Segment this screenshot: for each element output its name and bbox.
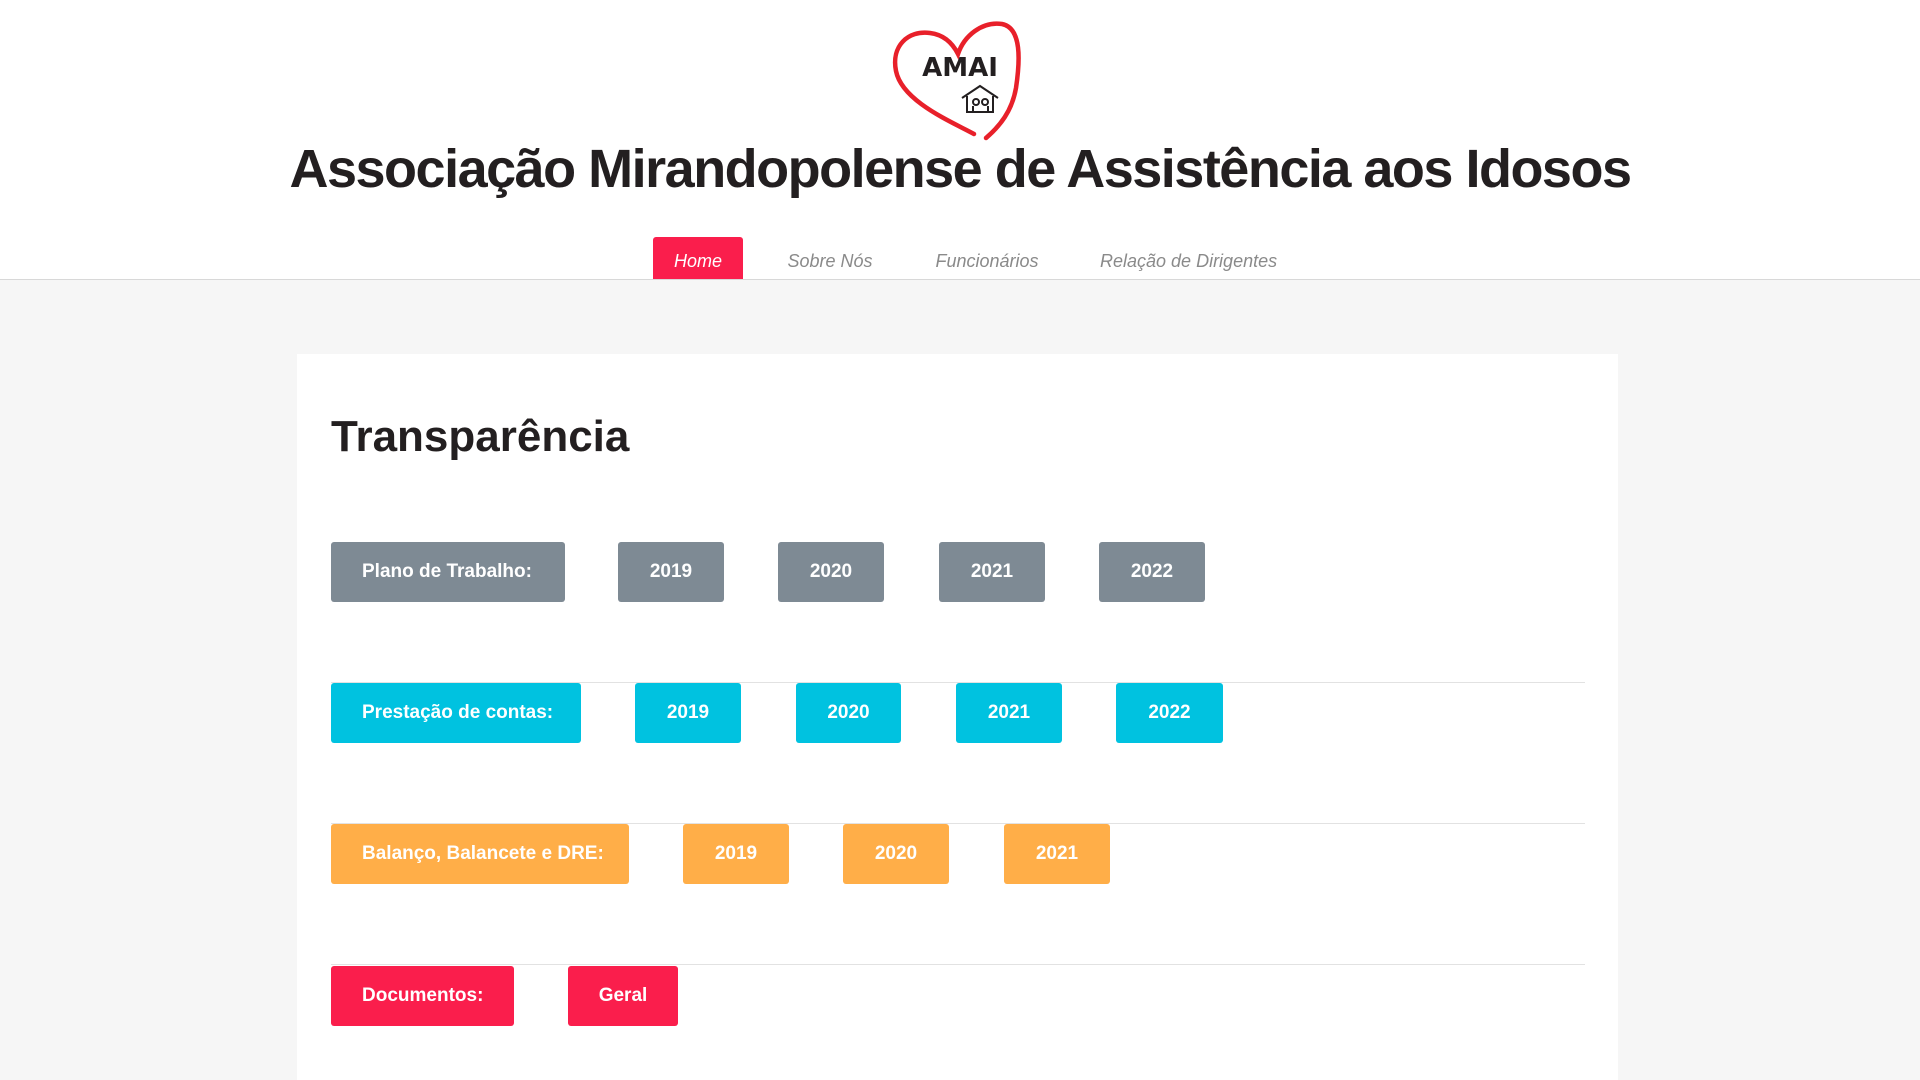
site-title: Associação Mirandopolense de Assistência… xyxy=(289,139,1632,199)
row-plano-de-trabalho: Plano de Trabalho: 2019 2020 2021 2022 xyxy=(331,542,1585,683)
plano-de-trabalho-label-button[interactable]: Plano de Trabalho: xyxy=(331,542,565,602)
prestacao-2022-button[interactable]: 2022 xyxy=(1116,683,1223,743)
plano-2022-button[interactable]: 2022 xyxy=(1099,542,1205,602)
balanco-2020-button[interactable]: 2020 xyxy=(843,824,949,884)
prestacao-2019-button[interactable]: 2019 xyxy=(635,683,741,743)
nav-item-sobre-nos[interactable]: Sobre Nós xyxy=(787,251,873,271)
nav-item-relacao-de-dirigentes[interactable]: Relação de Dirigentes xyxy=(1100,251,1278,271)
row-balanco: Balanço, Balancete e DRE: 2019 2020 2021 xyxy=(331,824,1585,965)
documentos-geral-button[interactable]: Geral xyxy=(568,966,678,1026)
balanco-2021-button[interactable]: 2021 xyxy=(1004,824,1110,884)
documentos-label-button[interactable]: Documentos: xyxy=(331,966,514,1026)
heart-logo-icon: AMAI xyxy=(892,21,1021,141)
prestacao-2021-button[interactable]: 2021 xyxy=(956,683,1062,743)
plano-2021-button[interactable]: 2021 xyxy=(939,542,1045,602)
page-title: Transparência xyxy=(331,412,630,461)
amai-logo[interactable]: AMAI xyxy=(890,16,1025,141)
balanco-label-button[interactable]: Balanço, Balancete e DRE: xyxy=(331,824,629,884)
row-documentos: Documentos: Geral xyxy=(331,966,1585,1080)
row-divider xyxy=(331,682,1585,683)
row-prestacao-de-contas: Prestação de contas: 2019 2020 2021 2022 xyxy=(331,683,1585,824)
logo-text: AMAI xyxy=(922,53,998,83)
house-icon xyxy=(961,84,999,113)
nav-item-home[interactable]: Home xyxy=(653,237,743,279)
transparency-panel: Transparência Plano de Trabalho: 2019 20… xyxy=(297,354,1618,1080)
plano-2020-button[interactable]: 2020 xyxy=(778,542,884,602)
main-nav: Home Sobre Nós Funcionários Relação de D… xyxy=(0,237,1920,279)
row-divider xyxy=(331,823,1585,824)
prestacao-de-contas-label-button[interactable]: Prestação de contas: xyxy=(331,683,581,743)
row-divider xyxy=(331,964,1585,965)
site-header: AMAI Associação Mirandopolense de Assist… xyxy=(0,0,1920,280)
balanco-2019-button[interactable]: 2019 xyxy=(683,824,789,884)
plano-2019-button[interactable]: 2019 xyxy=(618,542,724,602)
prestacao-2020-button[interactable]: 2020 xyxy=(796,683,901,743)
nav-item-funcionarios[interactable]: Funcionários xyxy=(935,251,1039,271)
